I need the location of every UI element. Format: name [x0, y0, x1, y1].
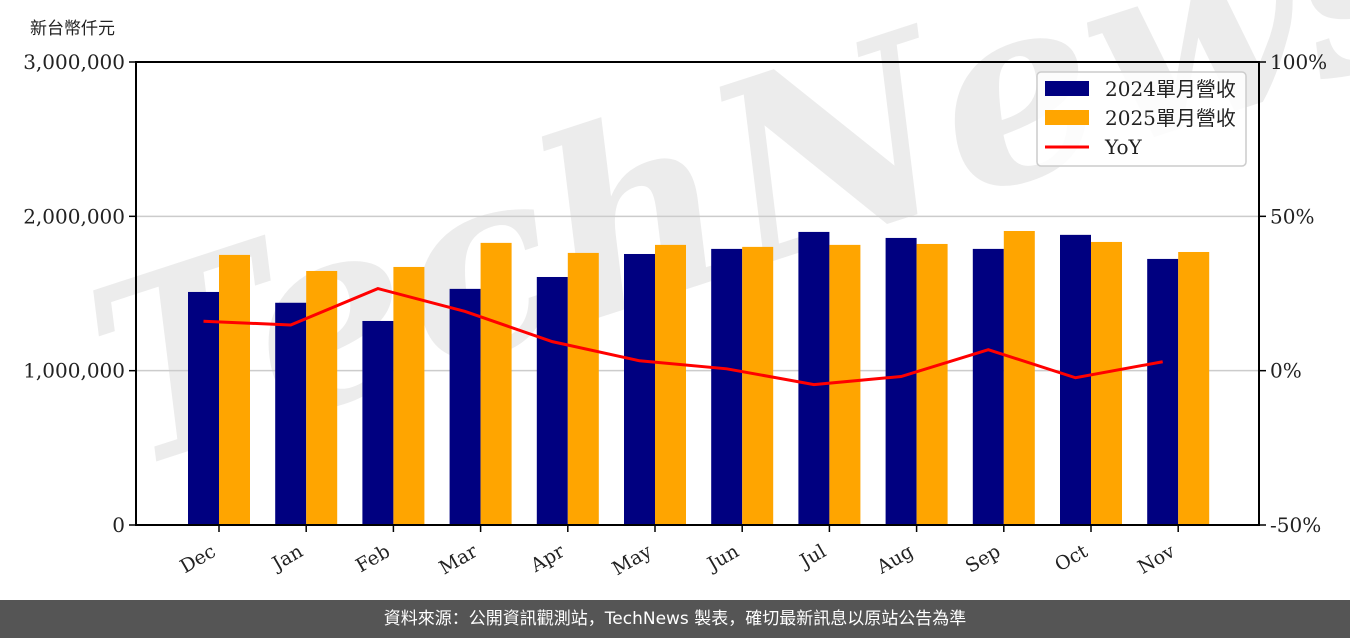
- yoy-line: [203, 286, 1163, 387]
- bar-2025: [567, 252, 599, 525]
- x-tick-label: Dec: [176, 540, 219, 578]
- yoy-line-series: [203, 286, 1163, 387]
- bar-2025: [1178, 251, 1210, 526]
- bar-2024: [449, 288, 481, 525]
- y-axis-unit-label: 新台幣仟元: [30, 19, 115, 39]
- left-y-tick-label: 2,000,000: [23, 204, 125, 228]
- left-y-tick-label: 0: [112, 513, 125, 537]
- x-tick-label: Nov: [1134, 540, 1179, 579]
- x-tick-label: Jun: [702, 540, 743, 576]
- bar-2024: [536, 276, 568, 525]
- bar-2024: [362, 320, 394, 525]
- plot-frame: [135, 61, 1260, 526]
- x-tick-label: Jan: [267, 540, 307, 576]
- bar-2024: [624, 253, 655, 525]
- bar-series: [188, 230, 1210, 526]
- bar-2024: [798, 231, 830, 525]
- bar-2025: [219, 254, 250, 525]
- bar-2024: [188, 291, 219, 525]
- left-y-tick-label: 3,000,000: [23, 50, 125, 74]
- bar-2025: [742, 246, 774, 525]
- x-tick-label: Apr: [526, 540, 569, 577]
- legend-box: [1036, 71, 1247, 167]
- x-tick-label: Sep: [962, 540, 1005, 577]
- legend-swatch: [1045, 81, 1089, 96]
- left-y-tick-label: 1,000,000: [23, 359, 125, 383]
- bar-2025: [1003, 230, 1035, 525]
- legend-label: 2024單月營收: [1105, 77, 1236, 101]
- bar-2024: [275, 302, 307, 525]
- legend-swatch: [1045, 110, 1089, 125]
- x-tick-label: Aug: [872, 540, 917, 579]
- bar-2025: [829, 244, 861, 525]
- bar-2024: [972, 248, 1004, 526]
- bar-2024: [1147, 258, 1179, 525]
- x-tick-label: Mar: [436, 540, 482, 579]
- legend: 2024單月營收 2025單月營收 YoY: [1036, 71, 1247, 167]
- bar-2025: [1091, 241, 1122, 525]
- bar-2024: [1060, 234, 1091, 525]
- x-tick-label: Feb: [352, 540, 394, 577]
- bar-2025: [393, 266, 425, 525]
- x-tick-label: May: [609, 540, 656, 580]
- right-y-tick-label: 50%: [1270, 204, 1314, 228]
- bar-2024: [711, 248, 743, 526]
- right-y-tick-label: -50%: [1270, 513, 1321, 537]
- bar-2024: [885, 237, 917, 525]
- source-footer: 資料來源：公開資訊觀測站，TechNews 製表，確切最新訊息以原站公告為準: [0, 600, 1350, 638]
- right-y-tick-label: 0%: [1270, 359, 1302, 383]
- bar-2025: [655, 244, 686, 525]
- legend-label: YoY: [1104, 135, 1143, 159]
- right-y-tick-label: 100%: [1270, 50, 1327, 74]
- revenue-chart: TechNews 01,000,0002,000,0003,000,000-50…: [23, 0, 1350, 580]
- legend-label: 2025單月營收: [1105, 106, 1236, 130]
- x-tick-label: Oct: [1051, 540, 1092, 576]
- bar-2025: [480, 242, 512, 525]
- bar-2025: [916, 243, 948, 526]
- x-tick-label: Jul: [795, 540, 830, 573]
